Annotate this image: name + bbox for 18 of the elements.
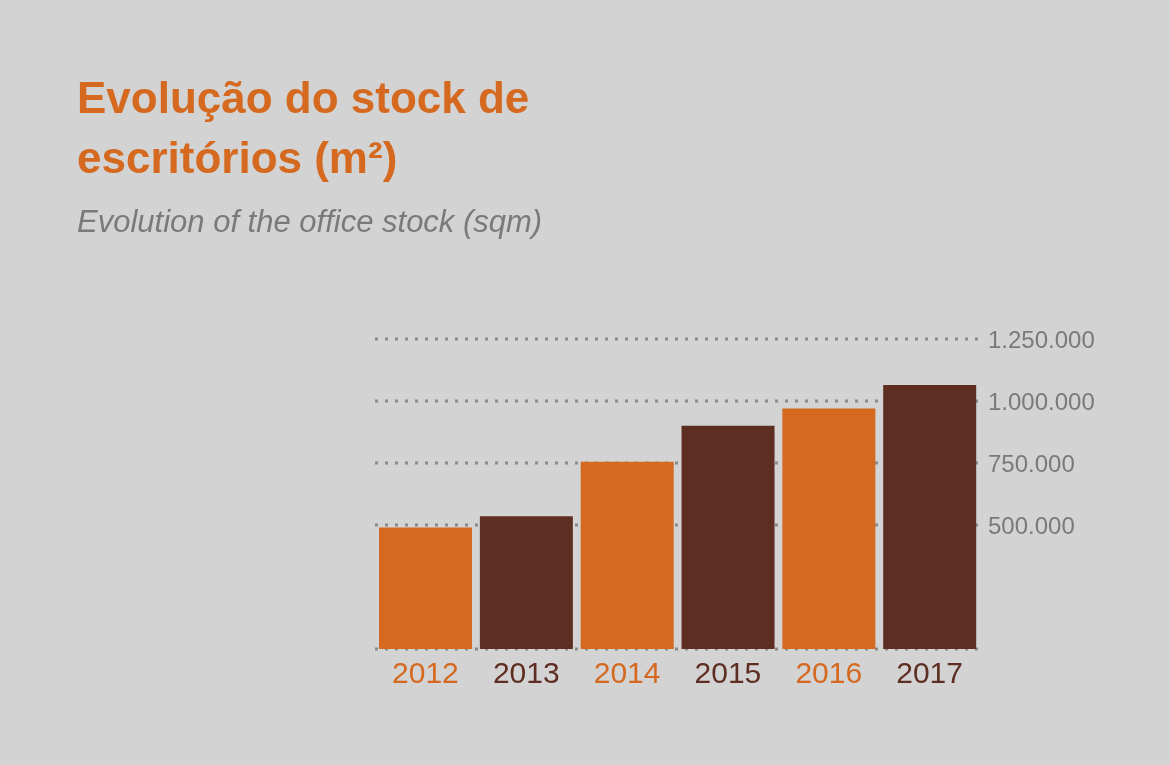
bar — [580, 461, 674, 649]
bar — [479, 516, 573, 649]
bar — [782, 408, 876, 649]
bar — [681, 425, 775, 649]
bar — [379, 527, 473, 649]
y-tick-label: 750.000 — [988, 449, 1075, 477]
chart-title: Evolução do stock de escritórios (m²) — [77, 72, 531, 184]
y-tick-label: 1.000.000 — [988, 387, 1095, 415]
x-tick-label: 2015 — [694, 656, 762, 689]
y-tick-label: 1.250.000 — [988, 325, 1095, 353]
bar — [883, 384, 977, 649]
x-tick-label: 2014 — [593, 656, 661, 689]
x-tick-label: 2016 — [795, 656, 863, 689]
chart-subtitle: Evolution of the office stock (sqm) — [77, 204, 543, 240]
x-tick-label: 2012 — [392, 656, 459, 689]
x-tick-label: 2013 — [492, 656, 560, 689]
x-tick-label: 2017 — [896, 656, 963, 689]
y-tick-label: 500.000 — [988, 511, 1075, 539]
